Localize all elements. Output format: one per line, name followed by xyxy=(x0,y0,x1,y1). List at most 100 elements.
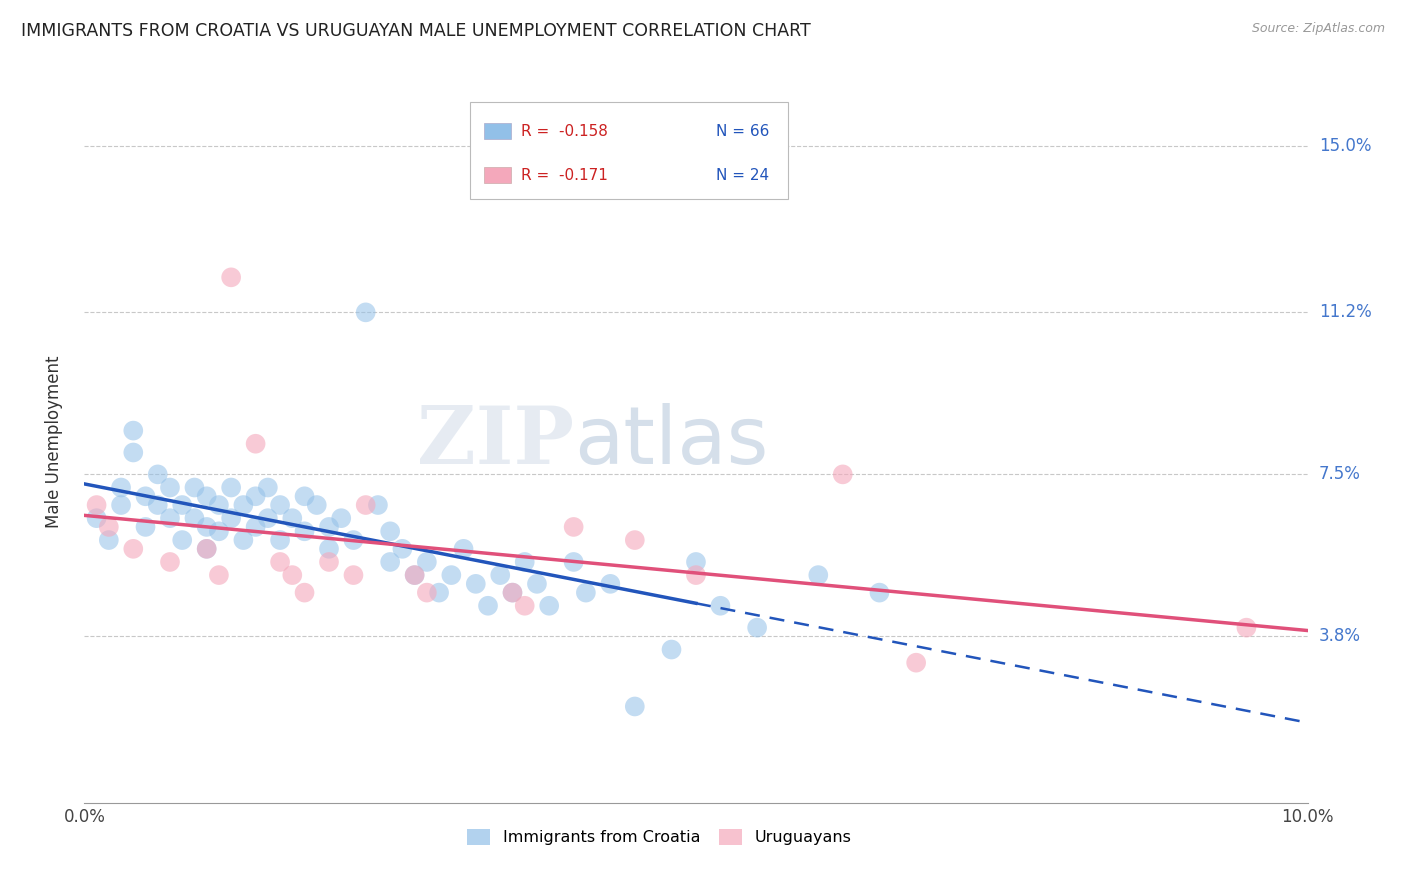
Point xyxy=(562,555,585,569)
Point xyxy=(599,577,621,591)
Point xyxy=(86,498,108,512)
Point xyxy=(281,568,304,582)
Point xyxy=(232,498,254,512)
FancyBboxPatch shape xyxy=(484,167,512,183)
Point xyxy=(110,481,132,495)
Point xyxy=(257,511,280,525)
Point xyxy=(195,541,218,556)
Point xyxy=(305,498,328,512)
Text: 7.5%: 7.5% xyxy=(1319,466,1361,483)
Point xyxy=(685,568,707,582)
Point xyxy=(159,555,181,569)
Point xyxy=(380,555,402,569)
Point xyxy=(416,555,439,569)
Point xyxy=(1236,621,1258,635)
Point xyxy=(269,533,291,547)
Point xyxy=(219,270,242,285)
Point xyxy=(208,568,231,582)
Point xyxy=(416,585,439,599)
Point xyxy=(905,656,928,670)
Point xyxy=(709,599,731,613)
Point xyxy=(269,555,291,569)
Point xyxy=(294,489,316,503)
Point xyxy=(342,533,364,547)
Point xyxy=(294,585,316,599)
Point xyxy=(122,445,145,459)
Point xyxy=(110,498,132,512)
Point xyxy=(427,585,450,599)
Point xyxy=(245,520,267,534)
Text: IMMIGRANTS FROM CROATIA VS URUGUAYAN MALE UNEMPLOYMENT CORRELATION CHART: IMMIGRANTS FROM CROATIA VS URUGUAYAN MAL… xyxy=(21,22,811,40)
Point xyxy=(257,481,280,495)
FancyBboxPatch shape xyxy=(484,123,512,139)
Legend: Immigrants from Croatia, Uruguayans: Immigrants from Croatia, Uruguayans xyxy=(467,830,851,846)
Point xyxy=(122,541,145,556)
Point xyxy=(367,498,389,512)
Point xyxy=(183,511,205,525)
Point xyxy=(502,585,524,599)
Point xyxy=(453,541,475,556)
Point xyxy=(440,568,463,582)
Point xyxy=(97,520,120,534)
FancyBboxPatch shape xyxy=(470,102,787,200)
Point xyxy=(685,555,707,569)
Point xyxy=(354,498,377,512)
Text: ZIP: ZIP xyxy=(416,402,574,481)
Point xyxy=(183,481,205,495)
Point xyxy=(513,555,536,569)
Point xyxy=(195,489,218,503)
Point xyxy=(538,599,561,613)
Point xyxy=(232,533,254,547)
Point xyxy=(807,568,830,582)
Point xyxy=(219,511,242,525)
Point xyxy=(354,305,377,319)
Point xyxy=(747,621,769,635)
Text: 15.0%: 15.0% xyxy=(1319,137,1371,155)
Point xyxy=(391,541,413,556)
Point xyxy=(159,481,181,495)
Point xyxy=(294,524,316,539)
Point xyxy=(489,568,512,582)
Text: 11.2%: 11.2% xyxy=(1319,303,1371,321)
Point xyxy=(195,541,218,556)
Point xyxy=(380,524,402,539)
Point xyxy=(208,524,231,539)
Point xyxy=(624,699,647,714)
Point xyxy=(172,498,194,512)
Point xyxy=(245,436,267,450)
Point xyxy=(342,568,364,582)
Text: N = 66: N = 66 xyxy=(716,124,769,139)
Text: atlas: atlas xyxy=(574,402,768,481)
Text: Male Unemployment: Male Unemployment xyxy=(45,355,63,528)
Point xyxy=(245,489,267,503)
Point xyxy=(526,577,548,591)
Point xyxy=(172,533,194,547)
Point xyxy=(159,511,181,525)
Point xyxy=(195,520,218,534)
Point xyxy=(513,599,536,613)
Point xyxy=(146,467,169,482)
Point xyxy=(146,498,169,512)
Point xyxy=(575,585,598,599)
Point xyxy=(869,585,891,599)
Text: 3.8%: 3.8% xyxy=(1319,627,1361,646)
Point xyxy=(477,599,499,613)
Point xyxy=(330,511,353,525)
Point xyxy=(135,489,157,503)
Point xyxy=(135,520,157,534)
Text: N = 24: N = 24 xyxy=(716,168,769,183)
Point xyxy=(464,577,486,591)
Point xyxy=(318,555,340,569)
Point xyxy=(219,481,242,495)
Point xyxy=(661,642,683,657)
Point xyxy=(281,511,304,525)
Point xyxy=(831,467,853,482)
Point xyxy=(269,498,291,512)
Point xyxy=(122,424,145,438)
Point xyxy=(318,520,340,534)
Point xyxy=(624,533,647,547)
Point xyxy=(86,511,108,525)
Point xyxy=(318,541,340,556)
Point xyxy=(404,568,426,582)
Point xyxy=(404,568,426,582)
